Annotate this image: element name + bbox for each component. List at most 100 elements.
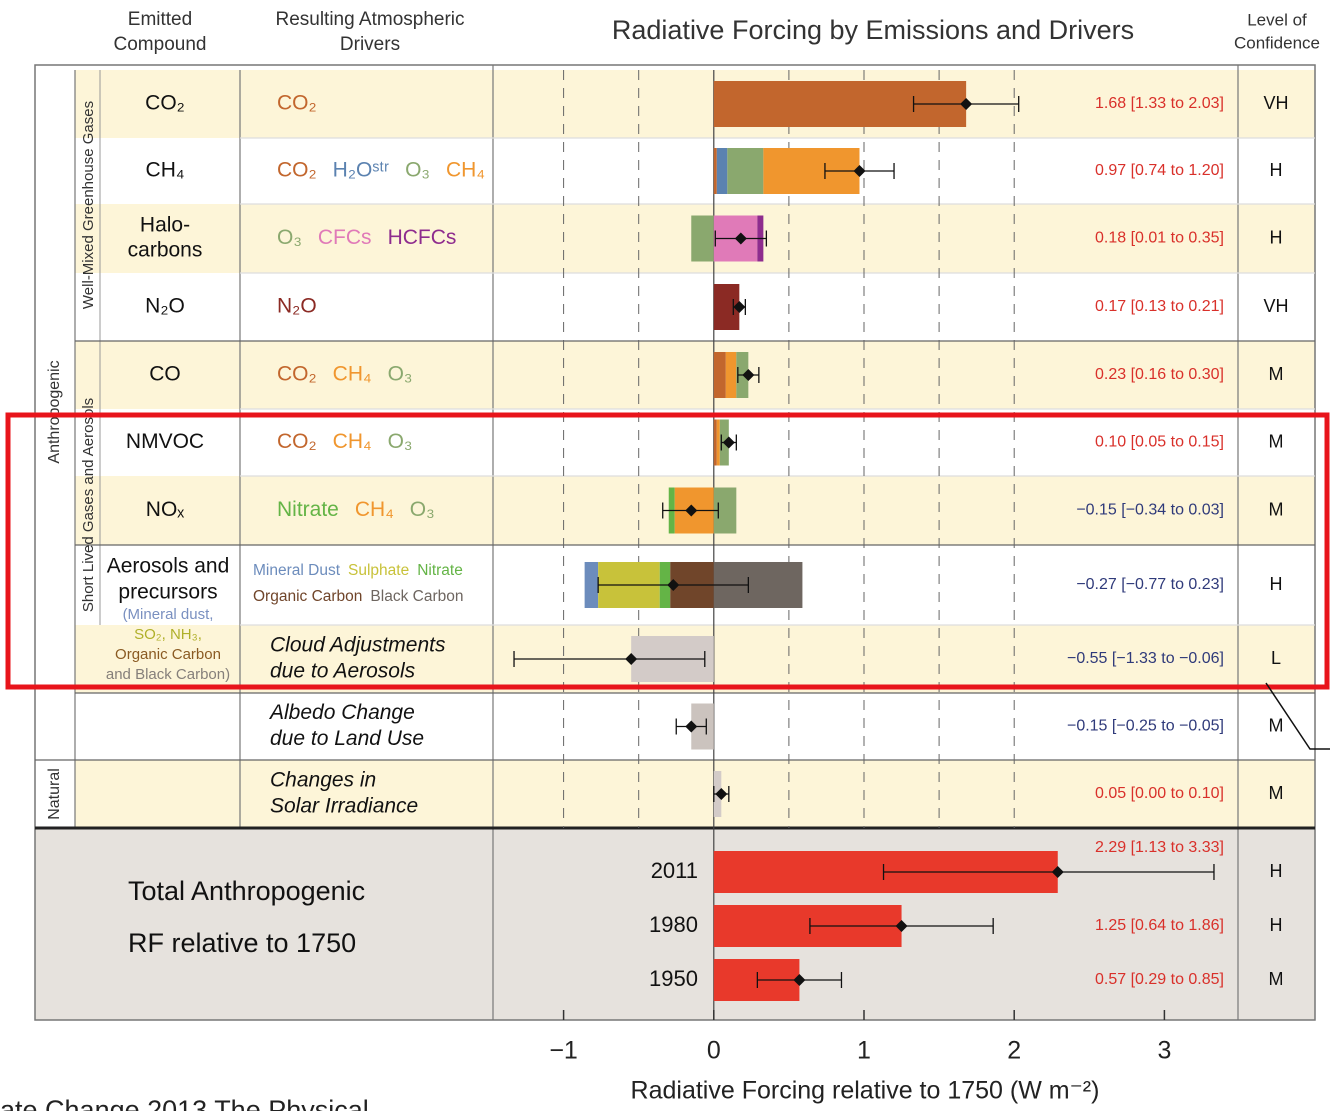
row-band [75, 138, 1315, 204]
x-tick-label: −1 [549, 1037, 578, 1065]
value-label: 1.25 [0.64 to 1.86] [1095, 917, 1224, 934]
confidence-label: H [1270, 227, 1283, 247]
row-band [75, 409, 1315, 476]
driver-label: CH₄ [446, 159, 485, 182]
driver-label: Mineral Dust [253, 562, 341, 579]
total-marker [853, 165, 866, 177]
driver-label: CH₄ [333, 363, 372, 386]
emitted-compound: and Black Carbon) [106, 666, 230, 683]
x-tick-label: 1 [857, 1037, 871, 1065]
driver-label: O₃ [388, 363, 413, 386]
chart-title: Radiative Forcing by Emissions and Drive… [612, 15, 1134, 45]
bar-segment [713, 148, 717, 194]
bar-segment [691, 215, 714, 262]
marks [513, 81, 1215, 1001]
driver-label: CO₂ [277, 430, 317, 453]
row-band [75, 273, 1315, 341]
column-header: Drivers [340, 34, 400, 55]
bar-segment [716, 419, 720, 466]
driver-label: N₂O [277, 295, 317, 318]
emitted-compound: Halo- [140, 214, 190, 237]
value-label: −0.15 [−0.25 to −0.05] [1067, 718, 1224, 735]
driver-label: due to Aerosols [270, 660, 416, 683]
emitted-compound: precursors [118, 581, 217, 604]
value-label: 0.05 [0.00 to 0.10] [1095, 785, 1224, 802]
driver-label: CO₂ [277, 92, 317, 115]
emitted-compound: N₂O [145, 295, 185, 318]
bar-segment [713, 487, 737, 534]
total-marker [685, 720, 698, 733]
value-label: 0.17 [0.13 to 0.21] [1095, 298, 1224, 315]
column-header: Resulting Atmospheric [275, 9, 464, 30]
x-tick-label: 2 [1007, 1037, 1021, 1065]
source-fragment: ate Change 2013 The Physical [0, 1095, 369, 1111]
driver-label: Black Carbon [370, 588, 463, 605]
driver-label: Albedo Change [268, 701, 415, 724]
driver-label: Organic Carbon [253, 588, 362, 605]
confidence-label: VH [1263, 296, 1288, 316]
total-marker [960, 98, 973, 110]
total-marker [722, 436, 735, 449]
totals-label: Total Anthropogenic [128, 876, 365, 906]
value-label: 0.10 [0.05 to 0.15] [1095, 434, 1224, 451]
column-header: Compound [114, 34, 207, 55]
group-label: Short Lived Gases and Aerosols [80, 398, 97, 612]
value-label: −0.27 [−0.77 to 0.23] [1076, 576, 1224, 593]
bar-segment [713, 352, 726, 398]
bar-segment [725, 352, 737, 398]
total-marker [793, 974, 806, 986]
total-marker [685, 504, 698, 517]
driver-label: CH₄ [333, 430, 372, 453]
confidence-label: H [1270, 160, 1283, 180]
confidence-label: L [1271, 648, 1281, 668]
driver-label: due to Land Use [270, 727, 424, 750]
group-label: Well-Mixed Greenhouse Gases [80, 101, 97, 309]
total-marker [715, 788, 728, 800]
confidence-label: M [1269, 715, 1284, 735]
driver-label: Nitrate [277, 498, 339, 521]
driver-label: O₃ [405, 159, 430, 182]
confidence-label: VH [1263, 93, 1288, 113]
value-label: 1.68 [1.33 to 2.03] [1095, 95, 1224, 112]
frame [34, 64, 1316, 1021]
driver-label: CO₂ [277, 363, 317, 386]
driver-label: CH₄ [355, 498, 394, 521]
column-header: Emitted [128, 9, 192, 30]
driver-label: O₃ [277, 226, 302, 249]
emitted-compound: Organic Carbon [115, 646, 221, 663]
driver-label: O₃ [388, 430, 413, 453]
bar-segment [716, 148, 728, 194]
value-label: −0.15 [−0.34 to 0.03] [1076, 502, 1224, 519]
emitted-compound: Aerosols and [107, 555, 230, 578]
confidence-label: M [1269, 969, 1284, 989]
driver-label: Cloud Adjustments [270, 634, 446, 657]
emitted-compound: carbons [128, 239, 203, 262]
confidence-label: M [1269, 431, 1284, 451]
x-tick-label: 0 [707, 1037, 721, 1065]
driver-label: Changes in [270, 769, 376, 792]
total-marker [742, 369, 755, 381]
year-label: 1980 [649, 912, 698, 937]
confidence-label: H [1270, 915, 1283, 935]
group-label: Natural [46, 768, 63, 820]
total-marker [625, 653, 638, 665]
driver-label: CO₂ [277, 159, 317, 182]
x-tick-label: 3 [1157, 1037, 1171, 1065]
bar-segment [713, 419, 717, 466]
column-header: Confidence [1234, 33, 1320, 52]
confidence-label: H [1270, 574, 1283, 594]
driver-label: Nitrate [417, 562, 463, 579]
driver-label: H₂Oˢᵗʳ [333, 159, 389, 182]
totals-label: RF relative to 1750 [128, 928, 356, 958]
emitted-compound: CO [149, 363, 181, 386]
value-label: 0.57 [0.29 to 0.85] [1095, 971, 1224, 988]
total-marker [1051, 866, 1064, 878]
labels: −1 0 1 2 3 Radiative Forcing relative to 1750… [0, 9, 1320, 1111]
confidence-label: M [1269, 364, 1284, 384]
driver-label: Sulphate [348, 562, 409, 579]
confidence-label: M [1269, 499, 1284, 519]
row-band [75, 70, 1315, 138]
total-marker [734, 232, 747, 245]
